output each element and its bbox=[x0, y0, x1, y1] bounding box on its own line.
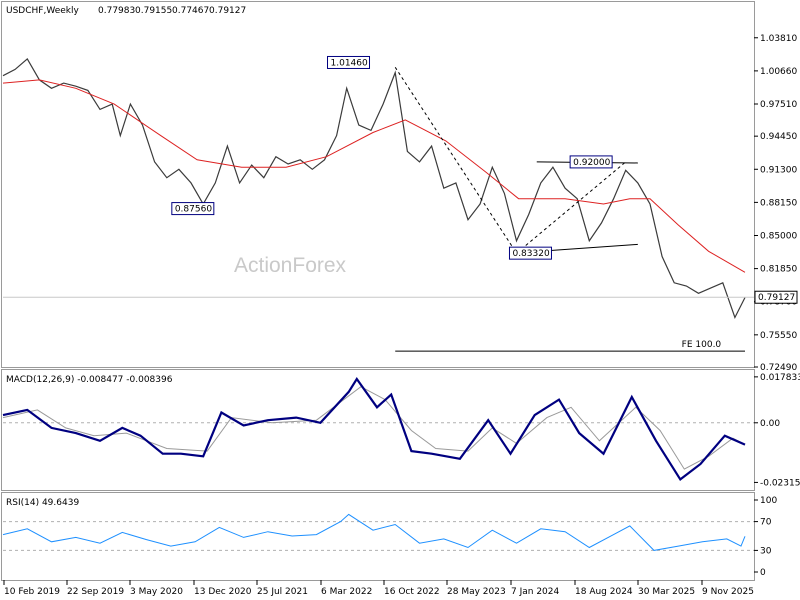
chart-symbol-label: USDCHF,Weekly bbox=[6, 6, 79, 16]
fe-label: FE 100.0 bbox=[682, 340, 722, 350]
price-lines: 0.79127 bbox=[2, 57, 798, 352]
rsi-line bbox=[2, 513, 746, 551]
level-label-box bbox=[171, 202, 215, 216]
price-tick-label: 0.85000 bbox=[760, 231, 797, 241]
ohlc-close: 0.79127 bbox=[209, 6, 246, 16]
moving-average-line bbox=[2, 79, 746, 273]
macd-line bbox=[2, 377, 746, 482]
price-close-line bbox=[2, 57, 746, 320]
macd-panel: 0.017833 0.00 -0.023159 MACD(12,26,9) -0.0… bbox=[2, 373, 800, 488]
watermark: ActionForex bbox=[234, 254, 347, 277]
macd-tick-label: 0.017833 bbox=[760, 373, 800, 383]
price-tick-label: 0.88150 bbox=[760, 198, 797, 208]
level-label-box bbox=[327, 55, 371, 69]
price-tick-label: 0.97510 bbox=[760, 100, 797, 110]
time-tick-label: 7 Jan 2024 bbox=[511, 587, 559, 597]
price-tick-label: 0.75550 bbox=[760, 331, 797, 341]
rsi-tick-label: 0 bbox=[760, 568, 766, 578]
ohlc-open: 0.77983 bbox=[98, 6, 135, 16]
level-label: 0.87560 bbox=[175, 205, 212, 215]
macd-tick-label: 0.00 bbox=[760, 419, 780, 429]
price-tick-label: 0.94450 bbox=[760, 132, 797, 142]
rsi-panel-frame bbox=[1, 492, 755, 581]
price-tick-label: 0.72490 bbox=[760, 363, 797, 373]
time-tick-label: 25 Jul 2021 bbox=[257, 587, 308, 597]
macd-tick-label: -0.023159 bbox=[760, 478, 800, 488]
rsi-panel: 100 70 30 0 RSI(14) 49.6439 bbox=[2, 496, 777, 578]
level-label: 1.01460 bbox=[331, 58, 368, 68]
level-label: 0.92000 bbox=[573, 158, 610, 168]
time-tick-label: 9 Nov 2025 bbox=[702, 587, 754, 597]
time-tick-label: 28 May 2023 bbox=[447, 587, 506, 597]
level-label-box bbox=[508, 246, 552, 260]
dashed-trendline bbox=[394, 67, 517, 254]
last-price-label: 0.79127 bbox=[758, 293, 795, 303]
last-price-box bbox=[754, 290, 798, 304]
macd-lines bbox=[2, 377, 746, 482]
macd-panel-frame bbox=[1, 369, 755, 491]
level-label: 0.83320 bbox=[512, 249, 549, 259]
time-tick-label: 16 Oct 2022 bbox=[384, 587, 440, 597]
ohlc-low: 0.77467 bbox=[172, 6, 209, 16]
rsi-label: RSI(14) 49.6439 bbox=[6, 498, 79, 508]
macd-label: MACD(12,26,9) -0.008477 -0.008396 bbox=[6, 375, 173, 385]
macd-axis: 0.017833 0.00 -0.023159 bbox=[3, 373, 800, 488]
ohlc-high: 0.79155 bbox=[135, 6, 172, 16]
rsi-tick-label: 70 bbox=[760, 518, 772, 528]
price-tick-label: 0.81850 bbox=[760, 265, 797, 275]
time-tick-label: 18 Aug 2024 bbox=[575, 587, 633, 597]
price-axis: 1.03810 1.00660 0.97510 0.94450 0.91300 0.881… bbox=[754, 34, 797, 373]
price-tick-label: 0.91300 bbox=[760, 165, 797, 175]
time-tick-label: 3 May 2020 bbox=[130, 587, 183, 597]
rsi-axis: 100 70 30 0 bbox=[3, 496, 777, 578]
rsi-lines bbox=[2, 513, 746, 551]
time-tick-label: 13 Dec 2020 bbox=[194, 587, 252, 597]
price-tick-label: 1.00660 bbox=[760, 67, 797, 77]
price-panel: 1.03810 1.00660 0.97510 0.94450 0.91300 0.881… bbox=[2, 6, 798, 373]
time-axis: 10 Feb 2019 22 Sep 2019 3 May 2020 13 Dec 2… bbox=[3, 580, 754, 597]
time-tick-label: 22 Sep 2019 bbox=[67, 587, 124, 597]
time-tick-label: 30 Mar 2025 bbox=[638, 587, 695, 597]
time-tick-label: 10 Feb 2019 bbox=[4, 587, 60, 597]
macd-signal-line bbox=[2, 386, 746, 470]
rsi-tick-label: 100 bbox=[760, 496, 777, 506]
level-label-box bbox=[569, 155, 613, 169]
time-tick-label: 6 Mar 2022 bbox=[321, 587, 372, 597]
price-panel-frame bbox=[1, 1, 755, 368]
price-tick-label: 1.03810 bbox=[760, 34, 797, 44]
rsi-tick-label: 30 bbox=[760, 546, 772, 556]
price-annotations: 1.01460 0.87560 0.83320 0.92000 FE 100.0 bbox=[171, 55, 722, 350]
